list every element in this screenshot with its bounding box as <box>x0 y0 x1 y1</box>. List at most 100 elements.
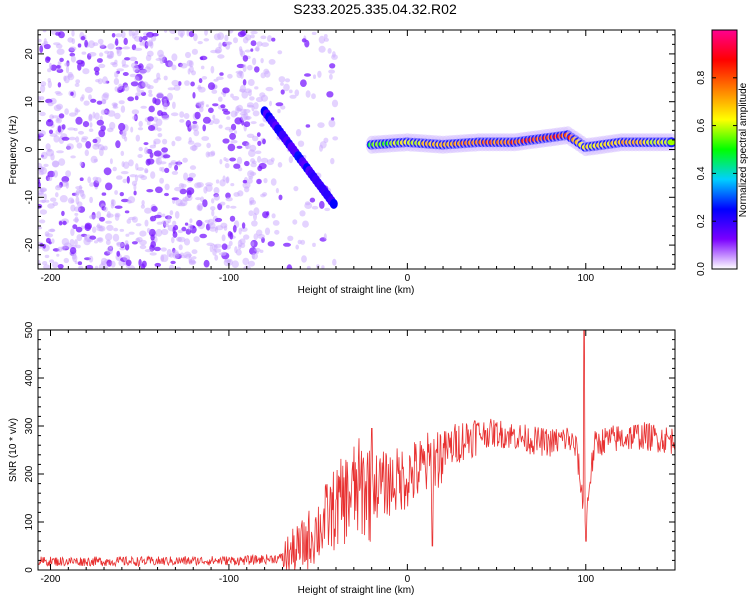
noise-speck <box>81 193 86 200</box>
noise-speck <box>323 37 329 42</box>
noise-speck <box>149 252 157 256</box>
noise-speck <box>189 66 194 73</box>
noise-speck <box>97 38 104 45</box>
noise-speck <box>116 175 123 180</box>
noise-speck <box>48 62 53 70</box>
x-tick-label: 0 <box>405 574 411 585</box>
noise-speck <box>318 45 326 53</box>
noise-speck <box>260 157 269 164</box>
noise-speck <box>202 199 208 208</box>
noise-speck <box>133 183 137 191</box>
noise-speck <box>70 204 76 212</box>
noise-speck <box>70 55 76 63</box>
noise-speck <box>63 75 67 82</box>
noise-speck <box>70 228 75 237</box>
noise-speck <box>164 167 170 173</box>
noise-speck <box>82 121 90 128</box>
noise-speck <box>172 251 180 259</box>
noise-speck <box>56 65 61 69</box>
noise-speck <box>327 48 332 54</box>
noise-speck <box>146 63 154 70</box>
noise-speck <box>63 257 69 264</box>
noise-speck <box>196 219 203 227</box>
noise-speck <box>73 206 81 212</box>
noise-speck <box>75 226 83 233</box>
noise-speck <box>247 79 255 86</box>
band-core <box>667 139 675 146</box>
noise-speck <box>94 240 98 244</box>
noise-speck <box>99 216 105 222</box>
noise-speck <box>105 239 111 246</box>
noise-speck <box>45 199 50 203</box>
noise-speck <box>226 258 233 266</box>
noise-speck <box>39 188 47 192</box>
noise-speck <box>267 35 272 42</box>
noise-speck <box>57 125 62 133</box>
noise-speck <box>145 41 153 47</box>
noise-speck <box>116 242 125 247</box>
y-tick-label: -20 <box>24 237 35 252</box>
noise-speck <box>148 228 156 237</box>
noise-speck <box>75 116 83 125</box>
noise-speck <box>171 170 179 175</box>
noise-speck <box>59 57 64 63</box>
noise-speck <box>237 239 243 247</box>
noise-speck <box>67 127 76 131</box>
noise-speck <box>332 136 339 141</box>
noise-speck <box>172 101 176 110</box>
noise-speck <box>216 76 224 80</box>
noise-speck <box>248 210 254 217</box>
noise-speck <box>250 158 256 164</box>
noise-speck <box>176 266 181 269</box>
noise-speck <box>265 86 274 92</box>
noise-speck <box>225 197 233 202</box>
noise-speck <box>234 117 243 125</box>
noise-speck <box>76 142 83 149</box>
noise-speck <box>254 47 260 52</box>
noise-speck <box>241 222 246 229</box>
noise-speck <box>156 127 162 132</box>
noise-speck <box>76 201 83 207</box>
noise-speck <box>124 57 131 61</box>
y-tick-label: -10 <box>24 190 35 205</box>
noise-speck <box>39 199 47 203</box>
noise-speck <box>78 184 82 192</box>
noise-speck <box>113 78 120 85</box>
y-tick-label: 0 <box>24 146 35 152</box>
noise-speck <box>250 40 257 47</box>
noise-speck <box>103 145 108 151</box>
noise-speck <box>199 55 208 61</box>
noise-speck <box>40 151 48 160</box>
noise-speck <box>130 126 134 133</box>
noise-speck <box>258 162 267 170</box>
noise-speck <box>213 118 220 125</box>
noise-speck <box>153 150 162 157</box>
noise-speck <box>236 156 243 165</box>
noise-speck <box>147 158 155 165</box>
noise-speck <box>187 223 193 231</box>
noise-speck <box>201 136 210 141</box>
noise-speck <box>121 130 127 137</box>
noise-speck <box>155 58 163 61</box>
noise-speck <box>160 254 165 262</box>
noise-speck <box>67 71 73 78</box>
noise-speck <box>270 157 275 162</box>
colorbar-tick-label: 0.2 <box>696 214 707 228</box>
noise-speck <box>311 31 317 35</box>
noise-speck <box>138 259 142 267</box>
noise-speck <box>149 152 154 159</box>
noise-speck <box>157 133 163 138</box>
noise-speck <box>89 235 97 240</box>
noise-speck <box>202 124 206 132</box>
noise-speck <box>132 65 139 73</box>
noise-speck <box>47 148 52 152</box>
noise-speck <box>84 222 93 230</box>
noise-speck <box>116 46 120 54</box>
noise-speck <box>152 97 157 104</box>
noise-speck <box>156 221 163 225</box>
noise-speck <box>129 56 137 62</box>
snr-frame <box>37 329 676 571</box>
noise-speck <box>319 200 325 209</box>
noise-speck <box>51 160 60 168</box>
noise-speck <box>228 128 233 133</box>
